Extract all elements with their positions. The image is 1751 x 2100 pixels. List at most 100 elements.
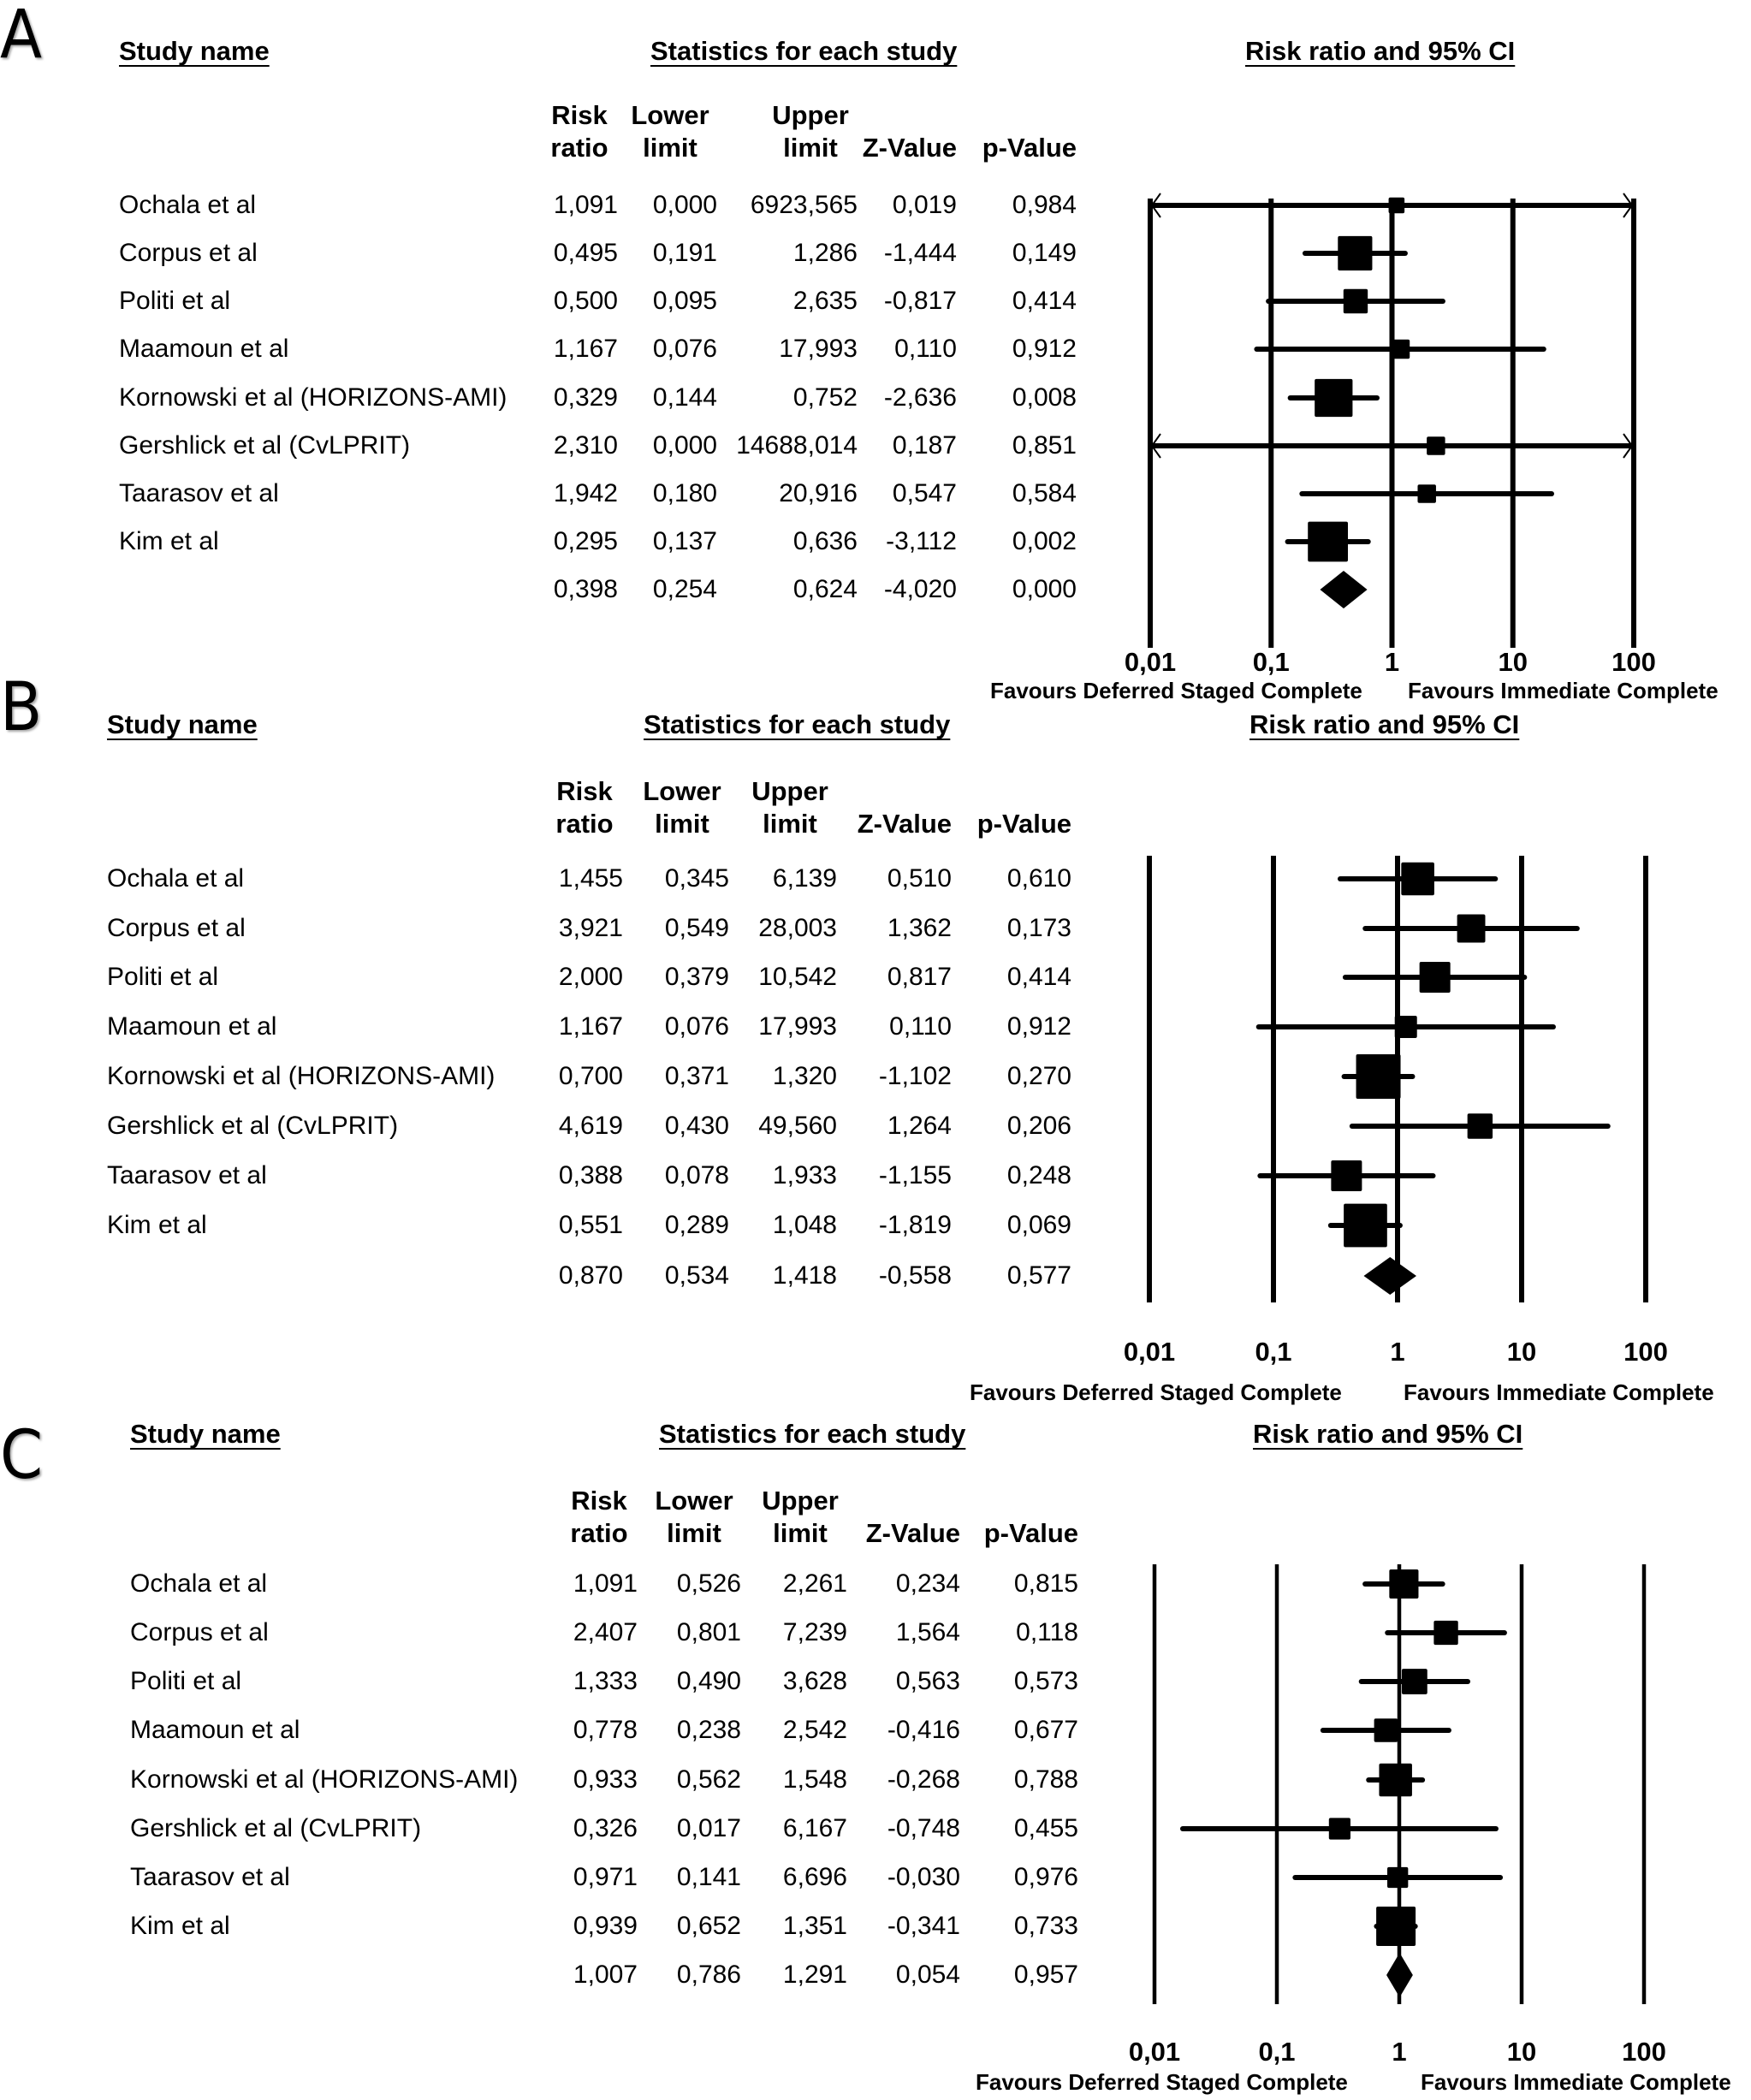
upper-limit-column-header: Upper limit [743,775,837,840]
z-value: 0,110 [889,1012,952,1041]
p-value-column-header: p-Value [967,1485,1078,1550]
lower-limit-value: 0,000 [652,431,717,460]
tick-label: 10 [1507,1337,1536,1367]
lower-limit-column-header-line1: Lower [655,1486,733,1516]
lower-limit-column-header-line1: Lower [631,100,709,130]
study-name: Corpus et al [107,914,246,942]
p-value: 0,149 [1012,239,1077,267]
upper-limit-value: 0,752 [792,383,858,412]
z-value-column-header-line2: Z-Value [857,809,952,839]
risk-ratio-value: 1,333 [573,1667,638,1695]
panel-letter: C [0,1417,44,1494]
study-name: Corpus et al [119,239,258,267]
risk-ratio-value: 0,700 [558,1062,623,1090]
z-value: -2,636 [883,383,957,412]
lower-limit-value: 0,141 [676,1863,741,1891]
z-value: -0,341 [887,1912,960,1940]
upper-limit-value: 6,139 [772,864,837,893]
upper-limit-value: 14688,014 [736,431,858,460]
summary-z-value: -0,558 [878,1261,952,1290]
point-estimate-square [1331,1160,1362,1192]
upper-limit-value: 1,548 [782,1765,847,1794]
upper-limit-column-header-line1: Upper [762,1486,839,1516]
summary-z-value: -4,020 [883,575,957,603]
statistics-header: Statistics for each study [644,709,951,739]
p-value: 0,984 [1012,191,1077,219]
study-name-header: Study name [107,709,258,739]
risk-ratio-value: 1,942 [553,479,618,507]
point-estimate-square [1308,521,1349,562]
lower-limit-value: 0,652 [676,1912,741,1940]
favours-right-label: Favours Immediate Complete [1408,678,1718,703]
study-name: Kornowski et al (HORIZONS-AMI) [130,1765,519,1794]
risk-ratio-value: 4,619 [558,1112,623,1140]
point-estimate-square [1344,1203,1387,1248]
p-value: 0,206 [1006,1112,1071,1140]
risk-ratio-value: 0,326 [573,1814,638,1842]
summary-lower-limit-value: 0,534 [664,1261,729,1290]
point-estimate-square [1388,197,1405,214]
z-value: 0,547 [892,479,957,507]
z-value: 1,564 [895,1618,960,1646]
p-value: 0,912 [1012,335,1077,363]
p-value-column-header-line2: p-Value [983,1518,1078,1548]
upper-limit-value: 2,261 [782,1569,847,1598]
p-value-column-header: p-Value [965,99,1077,164]
lower-limit-value: 0,345 [664,864,729,893]
lower-limit-value: 0,289 [664,1211,729,1239]
risk-ratio-value: 0,500 [553,287,618,315]
lower-limit-value: 0,490 [676,1667,741,1695]
tick-label: 0,1 [1255,1337,1291,1367]
risk-ratio-value: 0,933 [573,1765,638,1794]
favours-left-label: Favours Deferred Staged Complete [990,678,1362,703]
point-estimate-square [1338,235,1373,271]
p-value: 0,584 [1012,479,1077,507]
upper-limit-value: 10,542 [758,963,837,991]
risk-ratio-value: 0,388 [558,1161,623,1189]
lower-limit-value: 0,144 [652,383,717,412]
z-value: 0,187 [892,431,957,460]
point-estimate-square [1433,1620,1458,1646]
lower-limit-column-header: Lower limit [623,99,717,164]
z-value: 0,234 [895,1569,960,1598]
p-value-column-header-line2: p-Value [982,133,1077,163]
favours-left-label: Favours Deferred Staged Complete [976,2069,1348,2095]
z-value: 1,362 [887,914,952,942]
upper-limit-value: 2,635 [792,287,858,315]
study-name: Maamoun et al [130,1716,300,1744]
risk-ratio-value: 0,551 [558,1211,623,1239]
z-value: 0,510 [887,864,952,893]
risk-ratio-value: 1,167 [553,335,618,363]
p-value: 0,815 [1013,1569,1078,1598]
lower-limit-value: 0,801 [676,1618,741,1646]
study-name: Gershlick et al (CvLPRIT) [107,1112,399,1140]
point-estimate-square [1328,1818,1350,1840]
risk-ratio-value: 0,295 [553,527,618,555]
tick-label: 100 [1623,1337,1668,1367]
z-value: -0,748 [887,1814,960,1842]
p-value: 0,733 [1013,1912,1078,1940]
summary-z-value: 0,054 [895,1961,960,1989]
lower-limit-value: 0,549 [664,914,729,942]
point-estimate-square [1356,1054,1401,1099]
study-name: Ochala et al [107,864,245,893]
point-estimate-square [1394,1016,1417,1038]
study-name-header: Study name [119,36,270,66]
p-value-column-header: p-Value [960,775,1071,840]
risk-ratio-value: 0,939 [573,1912,638,1940]
z-value: 0,110 [894,335,957,363]
z-value-column-header-line2: Z-Value [865,1518,960,1548]
ci-arrow-right [1623,433,1634,459]
tick-label: 10 [1499,647,1528,677]
risk-ratio-value: 2,407 [573,1618,638,1646]
summary-diamond [1386,1953,1413,1997]
p-value: 0,610 [1006,864,1071,893]
lower-limit-column-header-line2: limit [667,1518,721,1548]
risk-ratio-value: 0,778 [573,1716,638,1744]
statistics-header: Statistics for each study [650,36,958,66]
panel-letter: B [0,669,43,746]
risk-ratio-value: 2,000 [558,963,623,991]
panel-letter: A [0,0,43,74]
